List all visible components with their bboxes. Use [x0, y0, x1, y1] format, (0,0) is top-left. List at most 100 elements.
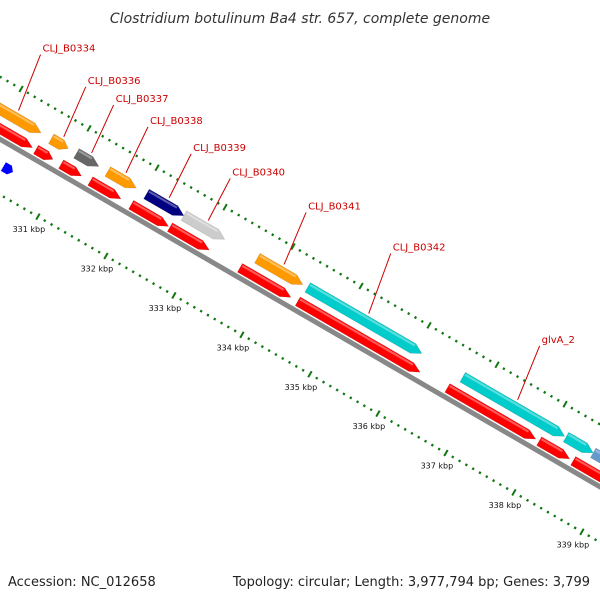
inner-ring-minor-tick	[478, 471, 482, 475]
outer-ring-minor-tick	[379, 296, 384, 300]
gene-labels: CLJ_B0334 CLJ_B0336 CLJ_B0337 CLJ_B0338 CLJ_…	[18, 44, 575, 401]
outer-ring-minor-tick	[182, 181, 186, 186]
outer-ring-minor-tick	[570, 406, 574, 410]
inner-ring-minor-tick	[199, 309, 203, 313]
gene-track	[0, 97, 600, 476]
outer-ring-minor-tick	[481, 355, 486, 359]
inner-ring-major-tick	[103, 252, 109, 260]
inner-ring-minor-tick	[281, 356, 285, 361]
label-leader-line	[168, 153, 192, 199]
inner-ring-minor-tick	[260, 345, 264, 349]
inner-ring-minor-tick	[430, 443, 434, 447]
inner-ring-minor-tick	[267, 349, 271, 353]
genome-backbone	[0, 136, 600, 490]
outer-ring-minor-tick	[597, 422, 600, 426]
accession-text: Accession: NC_012658	[8, 575, 156, 590]
outer-ring-minor-tick	[53, 107, 57, 111]
inner-ring-minor-tick	[226, 325, 230, 329]
outer-ring-minor-tick	[488, 359, 492, 363]
outer-ring-minor-tick	[80, 122, 84, 127]
outer-ring-major-tick	[426, 321, 432, 329]
inner-ring-minor-tick	[553, 514, 557, 518]
repeat-marker-arrow	[0, 162, 13, 175]
inner-ring-major-tick	[239, 331, 245, 339]
inner-ring-minor-tick	[457, 459, 462, 463]
outer-ring-major-tick	[86, 124, 92, 132]
inner-ring-minor-tick	[206, 313, 210, 317]
inner-ring-minor-tick	[342, 392, 346, 396]
inner-ring-minor-tick	[233, 329, 237, 333]
outer-ring-minor-tick	[257, 225, 261, 229]
outer-ring-major-tick	[18, 85, 24, 93]
inner-ring-minor-tick	[83, 242, 88, 246]
outer-ring-minor-tick	[556, 398, 560, 402]
outer-ring-major-tick	[494, 361, 500, 369]
repeat-marker	[0, 162, 13, 175]
inner-ring-minor-tick	[389, 419, 394, 424]
cds-arrow	[536, 436, 571, 460]
outer-ring-major-tick	[562, 400, 568, 408]
outer-ring-minor-tick	[175, 178, 180, 182]
gene-label: CLJ_B0340	[232, 168, 285, 179]
inner-ring-minor-tick	[485, 475, 489, 479]
outer-ring-minor-tick	[107, 138, 112, 142]
inner-ring-minor-tick	[117, 262, 122, 266]
cds-arrow	[58, 159, 83, 177]
gene-label: CLJ_B0336	[88, 76, 141, 87]
backbone-line	[0, 136, 600, 490]
tick-label: 331 kbp	[13, 225, 46, 234]
inner-ring-major-tick	[307, 370, 313, 378]
inner-ring-major-tick	[375, 410, 381, 418]
outer-ring-minor-tick	[216, 201, 220, 205]
outer-ring-minor-tick	[141, 158, 146, 162]
outer-ring-minor-tick	[26, 91, 30, 95]
inner-ring-minor-tick	[151, 282, 156, 286]
gene-unnamed	[562, 431, 594, 454]
inner-ring-minor-tick	[491, 479, 496, 483]
tick-label: 337 kbp	[421, 462, 454, 471]
gene-label: CLJ_B0337	[116, 94, 169, 105]
outer-ring-minor-tick	[209, 197, 214, 201]
outer-ring-major-tick	[154, 164, 160, 172]
outer-ring-minor-tick	[400, 308, 404, 312]
gene-clj-b0337	[73, 148, 100, 167]
cds-arrow	[294, 296, 421, 373]
inner-ring-minor-tick	[253, 341, 258, 345]
outer-ring-minor-tick	[5, 79, 10, 83]
inner-ring-major-tick	[35, 213, 41, 221]
outer-ring-minor-tick	[590, 418, 594, 422]
outer-ring-minor-tick	[284, 241, 288, 245]
outer-ring-minor-tick	[454, 339, 458, 343]
outer-ring-minor-tick	[413, 315, 418, 320]
gene-label: CLJ_B0338	[150, 116, 203, 127]
inner-ring-minor-tick	[417, 435, 421, 439]
outer-ring-minor-tick	[271, 233, 275, 237]
outer-ring-minor-tick	[529, 382, 533, 387]
inner-ring-minor-tick	[274, 352, 278, 357]
outer-ring-minor-tick	[305, 252, 309, 257]
inner-ring-minor-tick	[294, 364, 298, 368]
inner-ring-minor-tick	[396, 423, 400, 428]
gene-clj-b0336	[48, 133, 69, 150]
outer-ring-minor-tick	[148, 162, 152, 166]
cds-arrow	[128, 200, 170, 227]
genome-summary-text: Topology: circular; Length: 3,977,794 bp…	[232, 575, 590, 590]
outer-ring-minor-tick	[522, 378, 526, 383]
outer-ring-minor-tick	[475, 351, 479, 355]
outer-ring-minor-tick	[196, 189, 200, 194]
tick-label: 335 kbp	[285, 383, 318, 392]
outer-ring-minor-tick	[264, 229, 268, 233]
inner-ring-minor-tick	[247, 337, 251, 341]
outer-ring-minor-tick	[502, 367, 506, 371]
outer-ring-minor-tick	[352, 280, 356, 284]
outer-ring-major-tick	[358, 282, 364, 290]
tick-label: 338 kbp	[489, 501, 522, 510]
inner-ring-minor-tick	[192, 305, 196, 309]
inner-ring-minor-tick	[355, 400, 360, 404]
inner-ring-minor-tick	[22, 207, 26, 211]
outer-ring-minor-tick	[536, 386, 540, 391]
inner-ring-minor-tick	[321, 380, 326, 384]
gene-clj-b0338	[104, 166, 137, 189]
cds-arrow	[0, 112, 34, 148]
label-leader-line	[517, 345, 541, 401]
